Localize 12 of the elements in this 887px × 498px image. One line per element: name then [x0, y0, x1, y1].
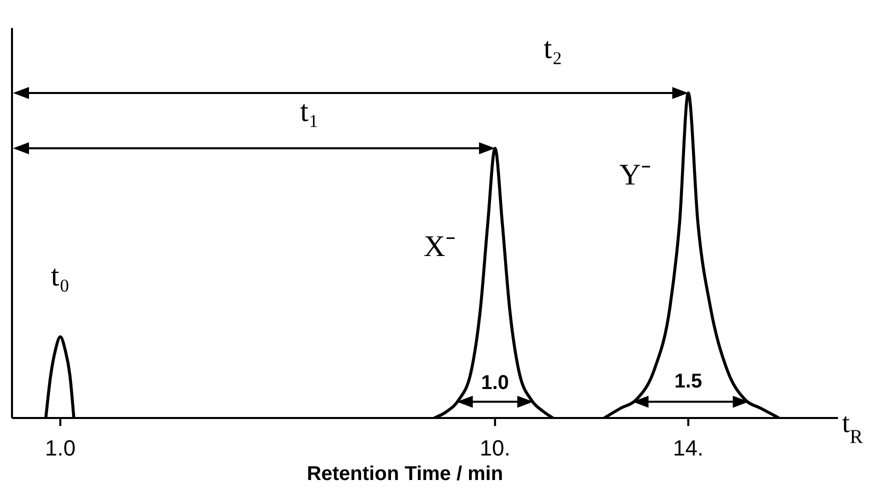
annotation: t₁ — [300, 95, 319, 128]
x-tick-label: 10. — [480, 436, 510, 461]
annotation: 1.5 — [674, 370, 702, 393]
annotation: Y⁻ — [619, 158, 651, 192]
text: t₂ — [544, 32, 562, 65]
annotation: 1.0 — [481, 372, 509, 394]
x-tick-label: 1.0 — [45, 436, 76, 461]
x-axis-title: Retention Time / min — [306, 463, 504, 485]
x-tick-label: 14. — [672, 436, 704, 461]
annotation: X⁻ — [424, 230, 456, 263]
annotation: t₀ — [50, 259, 70, 292]
text: t$_{R}$ — [842, 408, 864, 448]
